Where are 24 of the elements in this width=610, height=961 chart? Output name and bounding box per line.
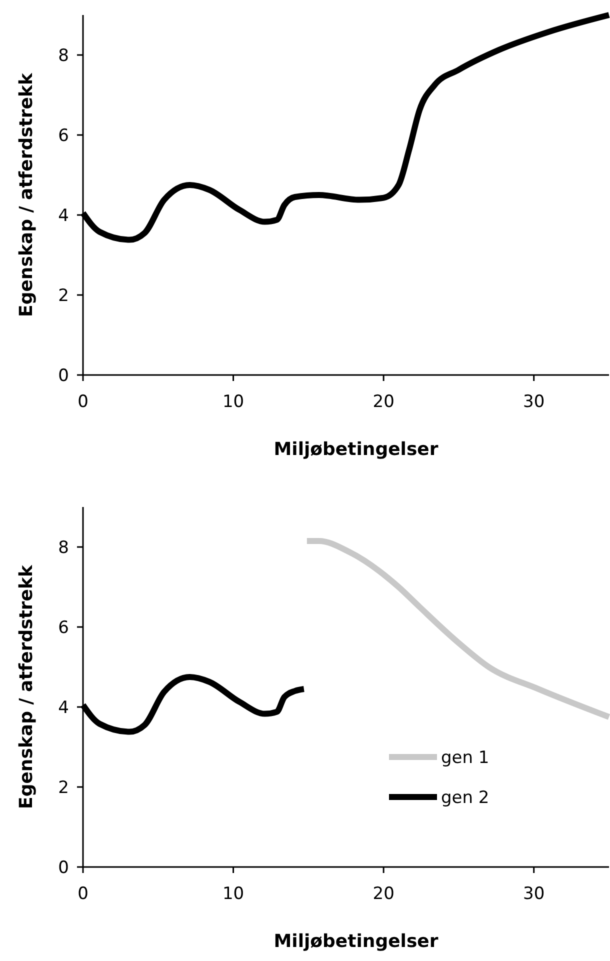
legend-label: gen 1 [441, 748, 490, 768]
x-tick-label: 30 [523, 884, 545, 904]
x-tick-label: 20 [372, 884, 394, 904]
x-tick-label: 10 [222, 392, 244, 412]
y-tick-label: 8 [58, 46, 69, 66]
y-tick-label: 6 [58, 126, 69, 146]
x-tick-label: 0 [78, 884, 88, 904]
y-tick-label: 0 [58, 858, 69, 878]
y-tick-label: 2 [58, 286, 69, 306]
x-axis-title: Miljøbetingelser [274, 439, 438, 460]
y-tick-label: 4 [58, 206, 69, 226]
y-tick-label: 0 [58, 366, 69, 386]
y-tick-label: 2 [58, 778, 69, 798]
x-tick-label: 0 [78, 392, 88, 412]
x-tick-label: 10 [222, 884, 244, 904]
x-tick-label: 20 [372, 392, 394, 412]
y-tick-label: 4 [58, 698, 69, 718]
x-axis-title: Miljøbetingelser [274, 931, 438, 952]
y-axis-title: Egenskap / atferdstrekk [16, 72, 37, 317]
x-tick-label: 30 [523, 392, 545, 412]
y-tick-label: 8 [58, 538, 69, 558]
y-tick-label: 6 [58, 618, 69, 638]
y-axis-title: Egenskap / atferdstrekk [16, 564, 37, 809]
legend-label: gen 2 [441, 788, 490, 808]
